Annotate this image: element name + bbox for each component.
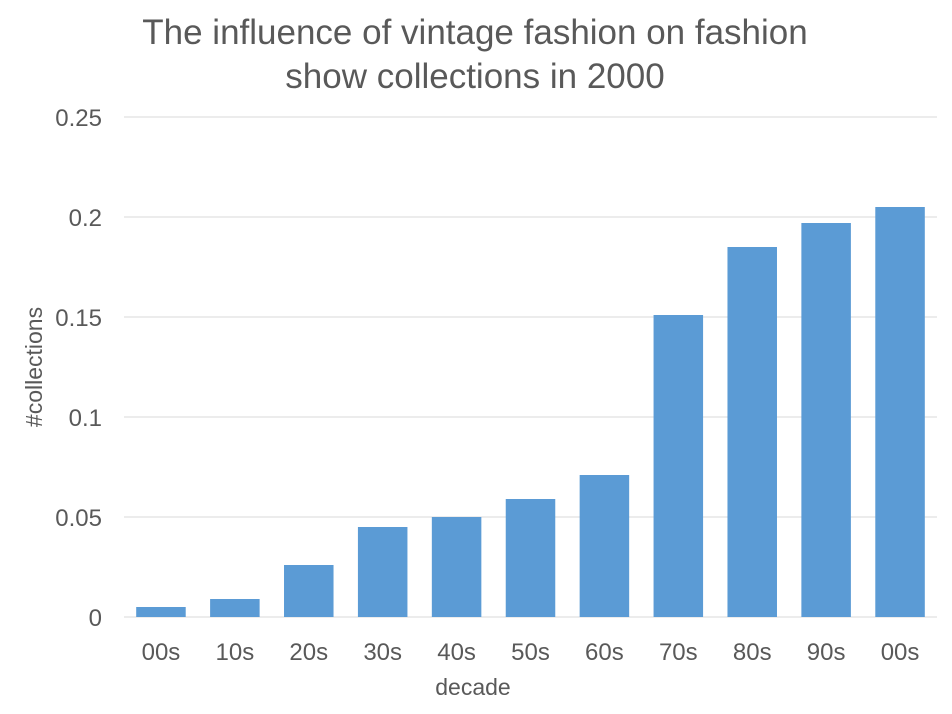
x-tick-label: 00s [881, 639, 920, 666]
chart-title: The influence of vintage fashion on fash… [142, 13, 807, 96]
bars [136, 207, 925, 617]
x-tick-label: 80s [733, 639, 772, 666]
chart-title-line-2: show collections in 2000 [285, 57, 664, 96]
bar [727, 247, 777, 617]
x-tick-label: 40s [437, 639, 476, 666]
bar [801, 223, 851, 617]
x-tick-label: 90s [807, 639, 846, 666]
x-axis-label: decade [435, 674, 510, 700]
bar [505, 499, 556, 617]
y-tick-label: 0.2 [69, 205, 102, 232]
y-tick-label: 0 [89, 605, 102, 632]
bar [357, 527, 408, 617]
x-tick-label: 10s [216, 639, 255, 666]
bar [210, 599, 260, 617]
x-tick-label: 30s [363, 639, 402, 666]
bar [136, 607, 186, 617]
bar [875, 207, 925, 617]
bar [653, 315, 704, 617]
x-tick-label: 00s [142, 639, 181, 666]
y-tick-label: 0.15 [55, 305, 102, 332]
bar [431, 517, 482, 617]
x-axis-ticks: 00s 10s 20s 30s 40s 50s 60s 70s 80s 90s 00s [142, 639, 920, 666]
y-axis-label: #collections [21, 307, 47, 427]
y-tick-label: 0.1 [69, 405, 102, 432]
x-tick-label: 70s [659, 639, 698, 666]
bar [284, 565, 334, 617]
y-tick-label: 0.25 [55, 105, 102, 132]
y-tick-label: 0.05 [55, 505, 102, 532]
x-tick-label: 20s [289, 639, 328, 666]
chart-title-line-1: The influence of vintage fashion on fash… [142, 13, 807, 52]
bar [579, 475, 630, 617]
x-tick-label: 60s [585, 639, 624, 666]
x-tick-label: 50s [511, 639, 550, 666]
y-axis-ticks: 0 0.05 0.1 0.15 0.2 0.25 [55, 105, 102, 632]
